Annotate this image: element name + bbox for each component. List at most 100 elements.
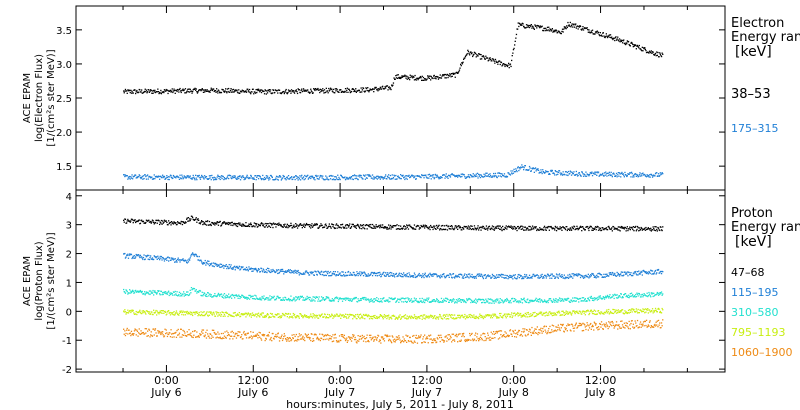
data-point [328,314,330,316]
data-point [303,223,305,225]
data-point [190,90,193,92]
data-point [138,255,140,257]
data-point [493,277,495,279]
data-point [485,298,487,300]
data-point [242,175,244,177]
data-point [371,223,374,226]
data-point [204,223,206,225]
data-point [201,220,203,222]
data-point [460,176,462,178]
data-point [402,276,404,278]
data-point [500,275,502,277]
data-point [296,298,299,300]
data-point [372,88,374,90]
data-point [151,311,153,313]
data-point [469,176,471,179]
data-point [134,257,136,259]
data-point [368,301,371,303]
data-point [360,225,362,227]
data-point [521,302,524,304]
data-point [377,272,380,274]
data-point [147,254,149,256]
data-point [182,310,184,312]
data-point [313,315,315,317]
data-point [581,29,583,31]
data-point [648,293,651,295]
data-point [422,273,424,275]
data-point [251,312,254,314]
data-point [305,222,308,225]
data-point [266,267,269,269]
data-point [553,299,555,301]
data-point [189,311,191,313]
data-point [515,227,518,230]
data-point [327,92,329,94]
data-point [635,273,637,275]
data-point [497,227,500,229]
data-point [179,174,181,176]
data-point [379,88,381,90]
data-point [236,91,239,93]
data-point [369,298,371,301]
data-point [632,174,634,176]
data-point [344,225,347,227]
data-point [302,317,304,319]
data-point [619,274,621,276]
data-point [569,229,571,231]
data-point [263,93,266,95]
data-point [157,176,159,178]
data-point [574,300,576,302]
data-point [348,88,350,90]
data-point [141,290,143,293]
data-point [368,174,371,176]
data-point [228,264,230,266]
data-point [557,277,559,279]
data-point [519,168,521,170]
data-point [355,88,357,90]
data-point [185,311,187,313]
data-point [481,302,483,304]
data-point [229,89,232,92]
data-point [588,275,591,277]
data-point [250,224,252,226]
data-point [183,291,185,293]
data-point [315,271,317,273]
data-point [533,273,535,276]
data-point [333,316,335,318]
data-point [388,275,390,277]
data-point [250,268,252,270]
data-point [594,298,596,301]
data-point [441,176,443,179]
data-point [613,273,615,276]
data-point [456,71,458,74]
data-point [323,298,325,301]
data-point [224,315,226,317]
data-point [158,313,160,315]
data-point [306,295,308,298]
data-point [338,176,340,179]
data-point [294,178,296,181]
data-point [254,175,257,177]
data-point [242,90,245,92]
data-point [528,26,531,29]
data-point [234,311,236,314]
data-point [178,293,180,296]
data-point [395,174,397,177]
data-point [467,227,469,229]
data-point [470,225,472,227]
data-point [210,264,212,266]
data-point [235,90,237,92]
data-point [317,298,320,300]
data-point [431,300,433,303]
data-point [160,255,163,258]
data-point [518,302,520,304]
data-point [409,300,411,303]
data-point [136,177,139,179]
data-point [253,298,255,300]
data-point [460,63,462,65]
data-point [622,40,624,42]
data-point [511,226,513,228]
data-point [475,175,477,178]
data-point [138,311,140,313]
data-point [548,225,550,228]
